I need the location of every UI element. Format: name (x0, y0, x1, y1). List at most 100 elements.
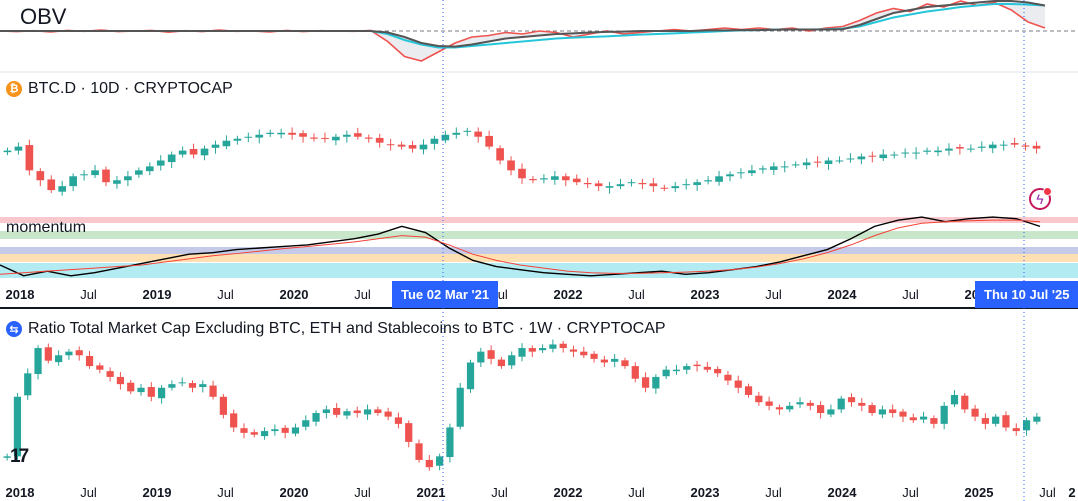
lightning-icon[interactable]: ϟ (1029, 187, 1052, 210)
others-candle (847, 397, 856, 403)
btcd-candle (441, 134, 450, 141)
others-candle (1012, 428, 1020, 432)
btcd-candle (332, 136, 340, 141)
btcd-candle (923, 150, 931, 152)
others-candle (1022, 420, 1031, 431)
others-candle (13, 396, 22, 457)
btcd-candle (529, 179, 537, 181)
others-candle (96, 365, 104, 370)
time-axis-tick: 2020 (279, 485, 309, 500)
btcd-candle (211, 144, 220, 148)
btcd-candle (463, 130, 472, 132)
btcd-candle (769, 166, 778, 170)
time-axis-tick: 2024 (827, 485, 857, 500)
others-candle (312, 413, 320, 422)
time-axis-tick: 2023 (690, 485, 720, 500)
others-candle (343, 411, 351, 416)
momentum-band (0, 247, 1078, 254)
others-candle (899, 411, 907, 417)
others-candle (230, 413, 238, 428)
bitcoin-icon: ₿ (6, 81, 22, 97)
others-candle (456, 387, 464, 427)
btcd-candle (386, 144, 395, 146)
others-candle (508, 355, 516, 366)
others-candle (405, 423, 413, 442)
others-candle (291, 427, 300, 434)
btcd-candle (627, 182, 636, 184)
btcd-candle (660, 187, 669, 189)
time-axis-tick: 2022 (553, 485, 583, 500)
btcd-candle (1032, 145, 1041, 149)
time-axis-tick: Jul (628, 485, 645, 500)
btcd-candle (616, 184, 625, 187)
btcd-candle (397, 144, 406, 147)
btcd-candle (255, 134, 264, 138)
btcd-candle (167, 154, 176, 163)
others-candle (281, 427, 289, 433)
btcd-candle (80, 174, 88, 176)
others-candle (631, 366, 639, 379)
btcd-candle (3, 150, 12, 153)
btcd-candle (14, 146, 23, 151)
others-candle (188, 383, 197, 388)
others-candle (1033, 416, 1041, 422)
others-candle (302, 420, 310, 427)
others-candle (363, 409, 372, 415)
others-candle (549, 344, 557, 349)
btcd-candle (780, 166, 789, 168)
btcd-candle (124, 176, 132, 181)
btcd-candle (649, 183, 658, 187)
btcd-candle (912, 152, 920, 154)
time-axis-tick: 2024 (827, 287, 857, 302)
btcd-candle (496, 148, 504, 161)
others-candle (683, 366, 691, 370)
time-axis-tick: Jul (354, 287, 371, 302)
btcd-candle (200, 148, 209, 156)
others-candle (34, 348, 42, 375)
others-candle (65, 351, 73, 356)
others-candle (755, 395, 763, 403)
others-candle (889, 409, 897, 414)
btcd-candle (999, 144, 1008, 146)
others-candle (3, 456, 11, 458)
others-candle (271, 429, 279, 432)
btcd-candle (890, 154, 899, 156)
time-axis-tick: 2025 (964, 485, 994, 500)
time-axis-tick: Jul (491, 485, 508, 500)
time-axis-tick: 2019 (142, 485, 172, 500)
others-candle (477, 351, 485, 363)
tradingview-logo[interactable]: 17 (10, 446, 29, 467)
btcd-candle (726, 174, 734, 177)
others-candle (147, 387, 155, 397)
btcd-candle (518, 168, 526, 179)
btcd-candle (693, 182, 701, 185)
obv-title: OBV (20, 4, 67, 29)
time-axis-tick: Jul (765, 287, 782, 302)
btcd-candle (671, 186, 680, 189)
time-axis-tick: 2 (1068, 485, 1076, 500)
btcd-candle (113, 180, 121, 184)
crosshair-date-tag: Tue 02 Mar '21 (392, 281, 499, 308)
others-candle (168, 384, 176, 388)
time-axis-tick: 2021 (416, 485, 446, 500)
time-axis-tick: Jul (80, 287, 97, 302)
btcd-candle (321, 137, 329, 139)
others-candle (806, 402, 814, 406)
others-candle (333, 407, 341, 415)
btcd-candle (748, 170, 756, 174)
others-candle (981, 418, 989, 424)
others-candle (765, 401, 773, 406)
others-candle (116, 376, 125, 385)
btcd-title-text: BTC.D · 10D · CRYPTOCAP (28, 80, 233, 97)
others-candle (775, 407, 784, 410)
btcd-candle (824, 160, 833, 165)
btcd-candle (266, 132, 275, 134)
btcd-candle (868, 155, 877, 157)
btcd-candle (58, 186, 67, 192)
btcd-candle (759, 168, 767, 170)
btcd-candle (25, 145, 34, 171)
others-candle (85, 355, 94, 367)
btcd-candle (375, 137, 384, 143)
others-candle (415, 443, 423, 460)
